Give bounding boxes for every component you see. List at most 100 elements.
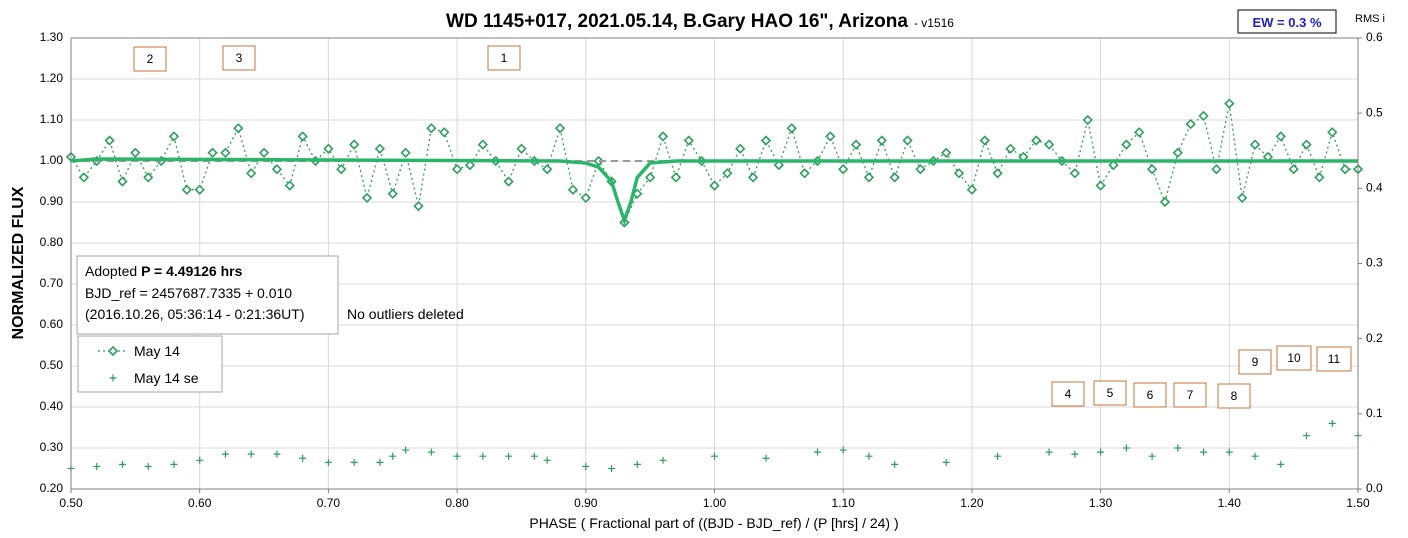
point	[979, 135, 990, 146]
legend-marker	[109, 374, 117, 382]
x-tick-label: 1.30	[1089, 496, 1113, 510]
x-tick-label: 1.20	[960, 496, 984, 510]
annotation-box	[222, 45, 256, 71]
x-tick-label: 1.10	[832, 496, 856, 510]
point	[762, 454, 770, 462]
point	[530, 452, 538, 460]
point	[992, 168, 1003, 179]
point	[799, 168, 810, 179]
point	[876, 135, 887, 146]
point	[505, 452, 513, 460]
y2-tick-label: 0.2	[1366, 331, 1383, 345]
point	[400, 147, 411, 158]
legend-label: May 14	[134, 343, 180, 359]
point	[143, 172, 154, 183]
point	[889, 172, 900, 183]
annotation-box	[1051, 381, 1085, 407]
legend	[77, 335, 223, 393]
annotation: 7	[1187, 388, 1194, 402]
y-tick-label: 1.20	[40, 71, 64, 85]
point	[1174, 444, 1182, 452]
point	[1339, 164, 1351, 175]
annotation-box	[1238, 349, 1272, 375]
point	[1069, 168, 1080, 179]
point	[941, 147, 952, 158]
point	[1095, 180, 1106, 191]
point	[942, 458, 950, 466]
annotation-box	[1276, 345, 1312, 371]
series-line	[70, 157, 1358, 226]
point	[542, 164, 553, 175]
point	[297, 131, 308, 142]
annotation: 4	[1065, 387, 1072, 401]
point	[1172, 147, 1183, 158]
y-axis-label: NORMALIZED FLUX	[10, 186, 27, 339]
point	[608, 465, 616, 472]
annotation: 5	[1107, 386, 1114, 400]
point	[891, 460, 899, 468]
point	[1251, 452, 1259, 460]
point	[1071, 450, 1079, 458]
annotation-box	[487, 45, 521, 71]
point	[284, 180, 295, 191]
point	[1043, 139, 1055, 150]
info-line: BJD_ref = 2457687.7335 + 0.010	[85, 285, 292, 301]
chart-title: WD 1145+017, 2021.05.14, B.Gary HAO 16",…	[446, 11, 954, 32]
point	[78, 172, 90, 183]
point	[426, 123, 437, 134]
point	[1198, 110, 1209, 122]
y-tick-label: 1.30	[40, 30, 64, 44]
point	[1301, 139, 1312, 150]
point	[336, 164, 347, 175]
point	[1211, 164, 1222, 175]
annotation-box	[1316, 346, 1352, 372]
point	[1200, 448, 1208, 456]
y-tick-label: 0.80	[40, 235, 64, 249]
point	[464, 159, 476, 171]
point	[118, 460, 126, 468]
annotation: 10	[1287, 351, 1301, 365]
annotation-box	[1133, 382, 1167, 408]
point	[233, 123, 244, 134]
point	[825, 131, 836, 142]
point	[709, 180, 720, 191]
point	[1108, 159, 1119, 171]
point	[207, 147, 218, 158]
point	[1148, 452, 1156, 460]
y2-tick-label: 0.1	[1366, 406, 1383, 420]
point	[1097, 448, 1105, 456]
y2-tick-label: 0.5	[1366, 105, 1383, 119]
point	[170, 460, 178, 468]
point	[374, 143, 386, 154]
point	[1146, 164, 1158, 175]
point	[760, 135, 772, 146]
y-tick-label: 0.60	[40, 317, 64, 331]
point	[722, 168, 733, 179]
plot-frame	[70, 37, 1359, 490]
point	[503, 176, 514, 187]
point	[863, 172, 875, 183]
point	[1185, 118, 1196, 130]
x-tick-label: 1.00	[703, 496, 727, 510]
point	[324, 458, 332, 466]
point	[479, 452, 487, 460]
y-tick-label: 1.00	[40, 153, 64, 167]
y2-tick-label: 0.0	[1366, 481, 1383, 495]
point	[1327, 127, 1338, 138]
point	[902, 135, 913, 146]
x-tick-label: 0.90	[574, 496, 598, 510]
point	[1237, 192, 1248, 204]
point	[1328, 419, 1336, 427]
point	[258, 147, 270, 158]
point	[659, 456, 667, 464]
annotation: 1	[501, 51, 508, 65]
marks	[65, 98, 1364, 472]
info-period: P = 4.49126 hrs	[141, 263, 243, 279]
point	[839, 446, 847, 454]
point	[323, 143, 334, 154]
point	[838, 164, 849, 175]
point	[657, 131, 669, 142]
y-tick-label: 1.10	[40, 112, 64, 126]
y-tick-label: 0.90	[40, 194, 64, 208]
